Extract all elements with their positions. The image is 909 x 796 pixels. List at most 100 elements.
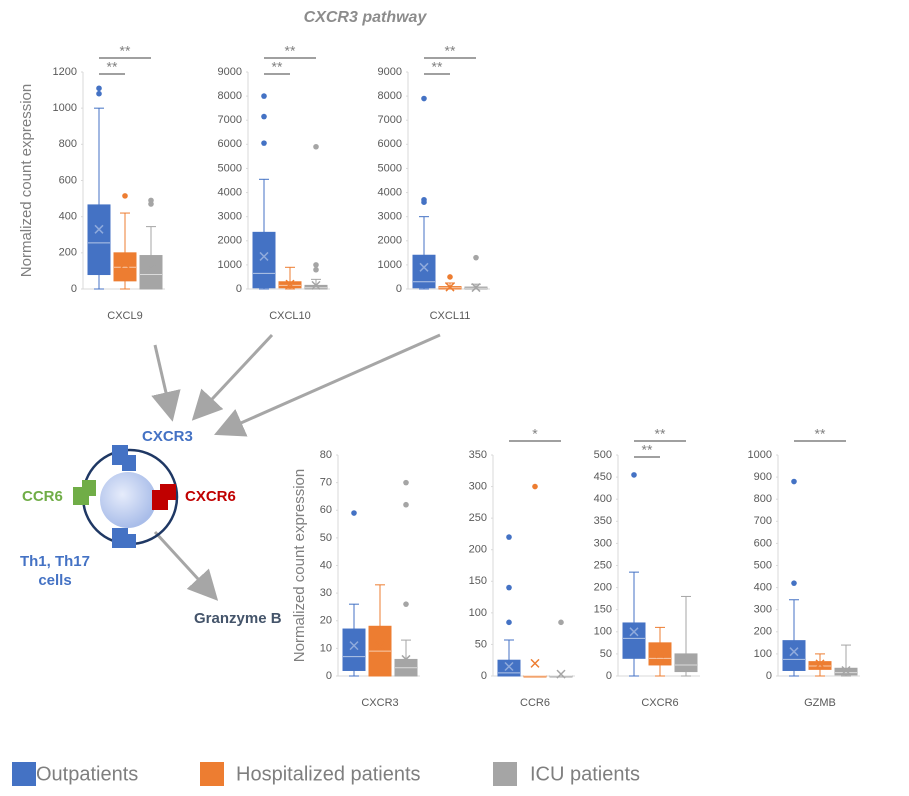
y-tick-label: 1000 [218,259,242,271]
x-category-label: GZMB [804,697,836,709]
y-tick-label: 4000 [218,186,242,198]
y-tick-label: 6000 [378,138,402,150]
outlier [403,479,409,486]
box [139,255,163,290]
outlier [558,619,564,626]
mean-marker [285,279,295,289]
legend-swatch [12,762,36,786]
y-tick-label: 2000 [378,235,402,247]
x-category-label: CXCR3 [361,697,398,709]
cells-label-box: Th1, Th17 cells [19,553,90,589]
outlier [96,90,102,97]
outlier [313,266,319,273]
y-tick-label: 0 [236,283,242,295]
receptor-label: CCR6 [22,488,63,505]
outlier [506,584,512,591]
x-category-label: CXCL10 [269,310,311,322]
y-tick-label: 250 [594,559,612,571]
y-tick-label: 1000 [378,259,402,271]
legend-swatch [200,762,224,786]
significance-label: ** [445,43,456,59]
figure-title: CXCR3 pathway [304,9,428,26]
y-axis-label: Normalized count expression [18,84,35,277]
receptor-label: CXCR6 [185,488,236,505]
significance-label: ** [285,43,296,59]
y-tick-label: 1200 [53,66,77,78]
mean-marker [655,649,665,659]
mean-marker [401,654,411,664]
y-tick-label: 1000 [748,449,772,461]
receptor-label: CXCR3 [142,428,193,445]
y-tick-label: 200 [594,582,612,594]
box [834,667,858,676]
outlier [261,113,267,120]
y-tick-label: 800 [754,493,772,505]
y-tick-label: 50 [475,638,487,650]
outlier [791,478,797,485]
mean-marker [629,627,639,637]
y-tick-label: 100 [754,648,772,660]
legend-swatch [493,762,517,786]
outlier [403,501,409,508]
y-tick-label: 9000 [378,66,402,78]
mean-marker [445,282,455,292]
y-tick-label: 6000 [218,138,242,150]
y-tick-label: 2000 [218,235,242,247]
outlier [96,85,102,92]
box [497,659,521,677]
y-tick-label: 400 [754,582,772,594]
y-tick-label: 70 [320,477,332,489]
outlier [261,93,267,99]
mean-marker [375,641,385,651]
arrows [151,333,441,601]
y-tick-label: 350 [469,449,487,461]
mean-marker [530,658,540,668]
mean-marker [311,280,321,290]
x-category-label: CCR6 [520,697,550,709]
y-tick-label: 3000 [218,211,242,223]
y-tick-label: 1000 [53,102,77,114]
mean-marker [681,653,691,663]
y-tick-label: 600 [59,174,77,186]
significance-label: ** [272,59,283,75]
y-tick-label: 900 [754,471,772,483]
significance-label: ** [815,426,826,442]
mean-marker [94,224,104,234]
y-tick-label: 200 [59,247,77,259]
mean-marker [556,669,566,679]
y-tick-label: 20 [320,615,332,627]
x-category-label: CXCR6 [641,697,678,709]
legend-label: Hospitalized patients [236,763,421,785]
significance-label: ** [120,43,131,59]
y-axis-label: Normalized count expression [291,469,308,662]
y-tick-label: 700 [754,515,772,527]
mean-marker [259,251,269,261]
cells-label: Th1, Th17 cells [19,553,90,589]
y-tick-label: 80 [320,449,332,461]
box [674,653,698,673]
y-tick-label: 0 [481,670,487,682]
y-tick-label: 0 [71,283,77,295]
y-tick-label: 100 [469,607,487,619]
box [87,204,111,276]
x-category-label: CXCL11 [430,310,471,322]
outlier [148,197,154,204]
outlier [122,193,128,199]
box [782,640,806,671]
outlier [447,274,453,280]
output-label: Granzyme B [194,610,282,627]
mean-marker [841,665,851,676]
significance-label: ** [642,442,653,458]
legend-label: Outpatients [36,763,138,785]
y-tick-label: 400 [59,211,77,223]
box [252,231,276,289]
mean-marker [120,259,130,269]
y-tick-label: 9000 [218,66,242,78]
y-tick-label: 600 [754,537,772,549]
y-tick-label: 40 [320,559,332,571]
cell-diagram: CXCR3 CCR6 CXCR6 Th1, Th17 cells Granzym… [19,428,282,627]
outlier [506,619,512,626]
mean-marker [419,262,429,272]
outlier [791,580,797,586]
